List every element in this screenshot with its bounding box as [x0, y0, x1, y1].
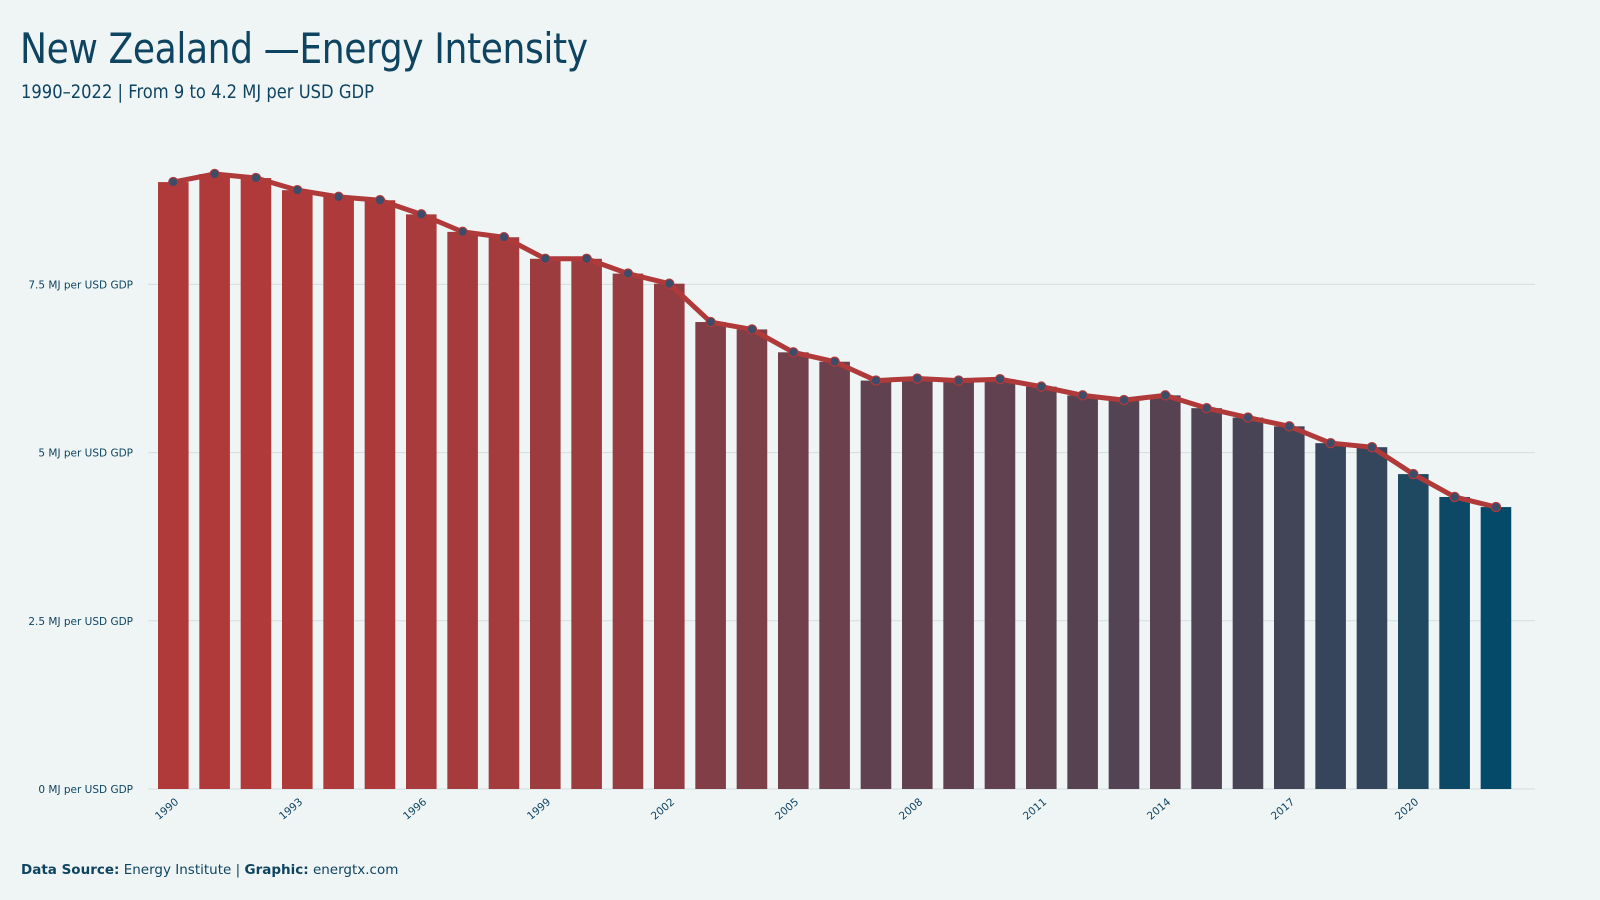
- bar-1991: [199, 174, 230, 789]
- point-2004: [746, 324, 758, 335]
- point-1990: [168, 176, 179, 188]
- bar-1990: [158, 182, 189, 789]
- point-2009: [953, 375, 964, 386]
- bar-2017: [1274, 426, 1305, 789]
- point-2020: [1408, 468, 1419, 480]
- x-tick-label: 1996: [401, 796, 429, 823]
- point-2015: [1201, 402, 1212, 414]
- point-1994: [333, 191, 344, 203]
- x-tick-label: 2008: [897, 796, 925, 822]
- x-tick-label: 2005: [773, 796, 801, 822]
- bar-2002: [654, 283, 685, 789]
- bar-2003: [695, 322, 726, 789]
- bar-1994: [323, 196, 354, 790]
- bar-2012: [1067, 395, 1098, 789]
- point-2018: [1325, 437, 1336, 449]
- x-tick-label: 2002: [649, 796, 677, 822]
- point-2021: [1449, 491, 1460, 503]
- bar-2009: [943, 380, 974, 789]
- x-tick-label: 2020: [1393, 796, 1421, 822]
- point-1993: [292, 184, 303, 196]
- point-2002: [664, 278, 675, 289]
- footer: Data Source: Energy Institute | Graphic:…: [21, 862, 398, 878]
- point-2006: [829, 356, 840, 367]
- source-label: Data Source:: [21, 862, 120, 878]
- trend-markers: [168, 168, 1502, 513]
- bar-2020: [1398, 474, 1429, 789]
- x-tick-label: 2014: [1145, 796, 1173, 823]
- y-tick-label: 5 MJ per USD GDP: [38, 448, 133, 460]
- x-tick-label: 1993: [277, 796, 305, 822]
- bar-1993: [282, 190, 313, 789]
- point-2012: [1077, 390, 1088, 401]
- bar-1995: [364, 200, 396, 789]
- bar-1996: [406, 214, 437, 789]
- chart-subtitle: 1990–2022 | From 9 to 4.2 MJ per USD GDP: [21, 81, 374, 103]
- point-1996: [416, 209, 427, 220]
- point-2001: [622, 268, 634, 279]
- bar-2004: [736, 329, 768, 789]
- footer-separator: |: [235, 862, 241, 878]
- x-tick-label: 2011: [1021, 796, 1049, 822]
- bar-2016: [1232, 417, 1264, 789]
- point-1999: [540, 253, 551, 264]
- bar-2014: [1150, 395, 1181, 789]
- bar-2010: [984, 379, 1016, 789]
- y-axis-tick-labels: 0 MJ per USD GDP 2.5 MJ per USD GDP 5 MJ p…: [28, 279, 133, 796]
- point-2010: [994, 374, 1006, 385]
- point-1991: [209, 168, 220, 180]
- point-2003: [705, 316, 716, 328]
- y-tick-label: 2.5 MJ per USD GDP: [28, 616, 133, 628]
- point-1998: [498, 232, 510, 243]
- bar-1999: [530, 258, 561, 789]
- bar-1998: [488, 237, 520, 789]
- bar-1997: [447, 231, 478, 789]
- bar-2021: [1439, 496, 1470, 789]
- point-2022: [1490, 501, 1502, 513]
- bar-2013: [1108, 400, 1140, 789]
- bar-2015: [1191, 408, 1222, 789]
- bar-2006: [819, 361, 850, 789]
- y-tick-label: 0 MJ per USD GDP: [38, 784, 133, 796]
- bar-2011: [1026, 386, 1057, 789]
- point-2016: [1242, 412, 1254, 423]
- point-2013: [1118, 394, 1130, 406]
- point-2014: [1160, 390, 1171, 401]
- graphic-value: energtx.com: [312, 862, 399, 878]
- point-1995: [374, 195, 386, 206]
- point-2007: [870, 375, 882, 386]
- source-value: Energy Institute: [123, 862, 232, 878]
- point-2017: [1284, 421, 1295, 432]
- bar-2000: [571, 258, 602, 789]
- bar-2008: [902, 378, 933, 789]
- bar-2019: [1356, 447, 1388, 789]
- point-2008: [912, 373, 923, 384]
- y-tick-label: 7.5 MJ per USD GDP: [28, 279, 133, 291]
- point-1997: [457, 226, 468, 238]
- x-tick-label: 1999: [525, 796, 553, 822]
- bar-1992: [240, 178, 272, 789]
- bar-2007: [860, 380, 892, 789]
- bar-2022: [1480, 507, 1512, 789]
- bar-2001: [612, 273, 644, 790]
- bar-2018: [1315, 443, 1346, 789]
- x-tick-label: 2017: [1269, 796, 1297, 822]
- bar-2005: [778, 352, 809, 789]
- point-2000: [581, 253, 592, 264]
- point-2011: [1036, 381, 1047, 392]
- point-2019: [1366, 441, 1378, 453]
- graphic-label: Graphic:: [244, 862, 309, 878]
- bars: [158, 174, 1512, 790]
- x-tick-label: 1990: [153, 796, 181, 822]
- point-2005: [788, 347, 799, 358]
- x-axis-tick-labels: 1990 1993 1996 1999 2002 2005 2008 2011 2014 2017…: [153, 796, 1421, 823]
- chart-title: New Zealand —Energy Intensity: [20, 24, 588, 73]
- point-1992: [250, 172, 262, 184]
